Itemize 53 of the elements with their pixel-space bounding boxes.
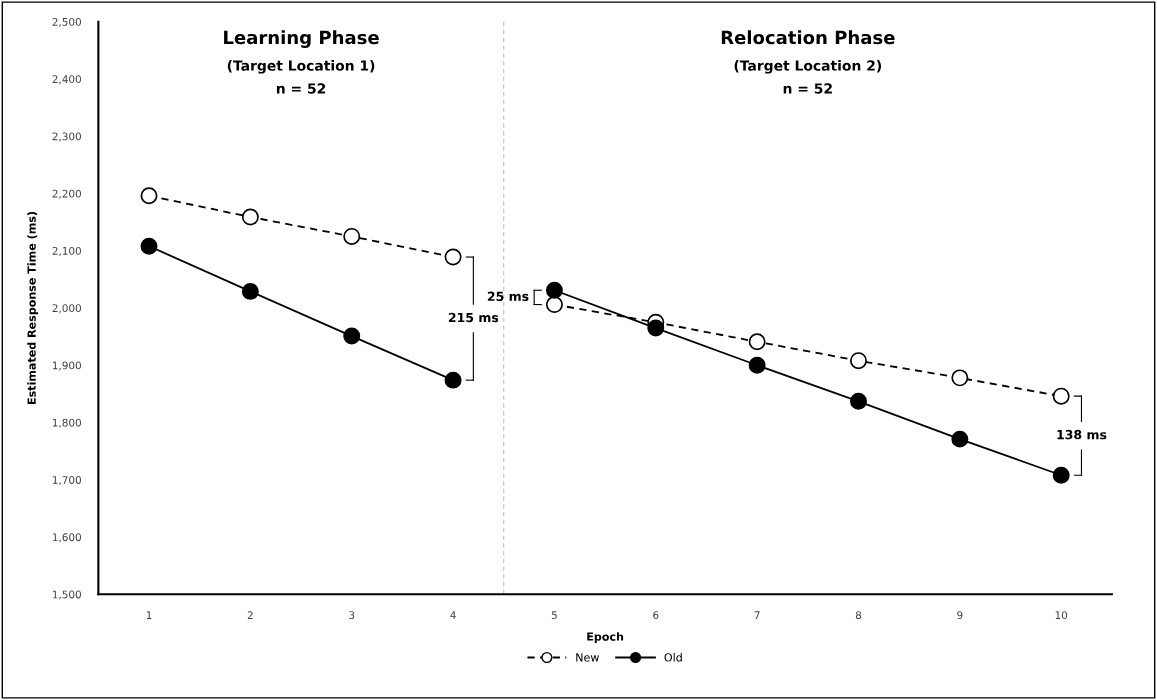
legend-label: Old (664, 652, 682, 662)
x-tick-label: 9 (957, 611, 963, 620)
annotation: 215 ms (448, 312, 499, 323)
point (951, 430, 969, 448)
point (444, 371, 462, 389)
x-tick-label: 5 (551, 611, 557, 620)
point (140, 187, 158, 205)
x-tick-label: 2 (247, 611, 253, 619)
point (850, 352, 867, 370)
point (545, 281, 563, 299)
x-axis-title: Epoch (587, 632, 624, 643)
annotation: (Target Location 1) (227, 60, 375, 74)
y-tick-label: 1,900 (53, 361, 81, 371)
point (343, 327, 361, 345)
y-tick-label: 2,200 (52, 189, 81, 199)
point (951, 369, 969, 387)
point (748, 333, 766, 351)
annotation: (Target Location 2) (734, 60, 882, 74)
point (343, 227, 361, 245)
point (850, 392, 867, 410)
annotation: n = 52 (783, 83, 832, 94)
annotation: n = 52 (276, 83, 326, 94)
point (140, 237, 158, 255)
y-tick-label: 2,000 (52, 304, 81, 314)
annotation: Relocation Phase (721, 30, 895, 45)
y-tick-label: 1,700 (53, 476, 81, 485)
y-tick-label: 1,500 (53, 590, 81, 600)
point (241, 208, 259, 226)
point (1052, 466, 1070, 484)
y-tick-label: 1,600 (53, 533, 81, 543)
annotation: Learning Phase (224, 30, 379, 48)
point (545, 296, 563, 314)
y-tick-label: 2,300 (52, 132, 81, 142)
annotation: 138 ms (1057, 429, 1107, 440)
x-tick-label: 4 (450, 611, 456, 619)
y-tick-label: 2,100 (52, 246, 81, 256)
x-tick-label: 6 (653, 611, 659, 620)
y-axis-title: Estimated Response Time (ms) (27, 211, 38, 404)
annotation: 25 ms (487, 291, 529, 302)
x-tick-label: 3 (349, 611, 355, 620)
point (241, 282, 259, 300)
y-tick-label: 2,400 (52, 75, 81, 85)
x-tick-label: 8 (855, 611, 862, 620)
x-tick-label: 1 (146, 611, 152, 619)
point (647, 319, 665, 337)
x-tick-label: 7 (754, 611, 760, 619)
point (444, 248, 462, 266)
x-tick-label: 10 (1055, 611, 1068, 620)
legend-label: New (576, 653, 599, 662)
y-tick-label: 2,500 (52, 17, 81, 27)
y-tick-label: 1,800 (53, 418, 81, 428)
point (1052, 387, 1070, 405)
point (748, 356, 766, 374)
